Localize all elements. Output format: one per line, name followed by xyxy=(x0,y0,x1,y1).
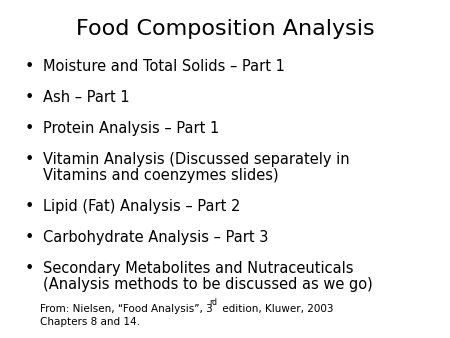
Text: Protein Analysis – Part 1: Protein Analysis – Part 1 xyxy=(43,121,219,136)
Text: Vitamins and coenzymes slides): Vitamins and coenzymes slides) xyxy=(43,168,279,183)
Text: Chapters 8 and 14.: Chapters 8 and 14. xyxy=(40,317,140,327)
Text: rd: rd xyxy=(209,298,217,307)
Text: •: • xyxy=(25,59,34,74)
Text: Carbohydrate Analysis – Part 3: Carbohydrate Analysis – Part 3 xyxy=(43,230,268,245)
Text: Food Composition Analysis: Food Composition Analysis xyxy=(76,19,374,39)
Text: From: Nielsen, “Food Analysis”, 3: From: Nielsen, “Food Analysis”, 3 xyxy=(40,304,213,314)
Text: Secondary Metabolites and Nutraceuticals: Secondary Metabolites and Nutraceuticals xyxy=(43,261,353,276)
Text: (Analysis methods to be discussed as we go): (Analysis methods to be discussed as we … xyxy=(43,277,373,292)
Text: Vitamin Analysis (Discussed separately in: Vitamin Analysis (Discussed separately i… xyxy=(43,152,349,167)
Text: •: • xyxy=(25,261,34,276)
Text: Ash – Part 1: Ash – Part 1 xyxy=(43,90,130,105)
Text: •: • xyxy=(25,230,34,245)
Text: edition, Kluwer, 2003: edition, Kluwer, 2003 xyxy=(219,304,333,314)
Text: •: • xyxy=(25,90,34,105)
Text: Lipid (Fat) Analysis – Part 2: Lipid (Fat) Analysis – Part 2 xyxy=(43,199,240,214)
Text: Moisture and Total Solids – Part 1: Moisture and Total Solids – Part 1 xyxy=(43,59,284,74)
Text: •: • xyxy=(25,199,34,214)
Text: •: • xyxy=(25,121,34,136)
Text: •: • xyxy=(25,152,34,167)
